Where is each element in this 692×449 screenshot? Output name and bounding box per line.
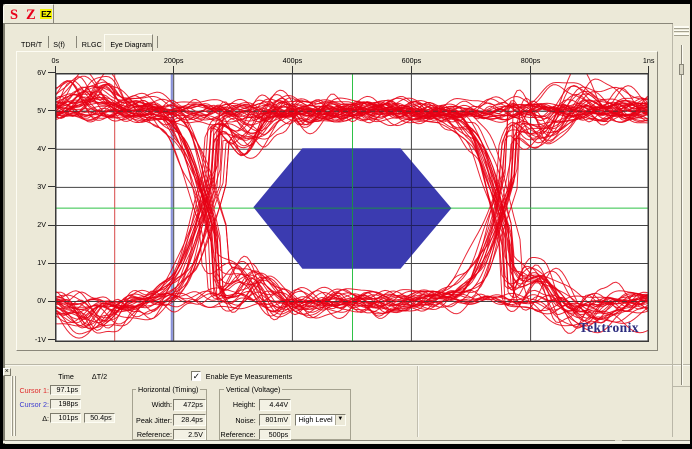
svg-text:Tektronix: Tektronix — [579, 320, 639, 335]
